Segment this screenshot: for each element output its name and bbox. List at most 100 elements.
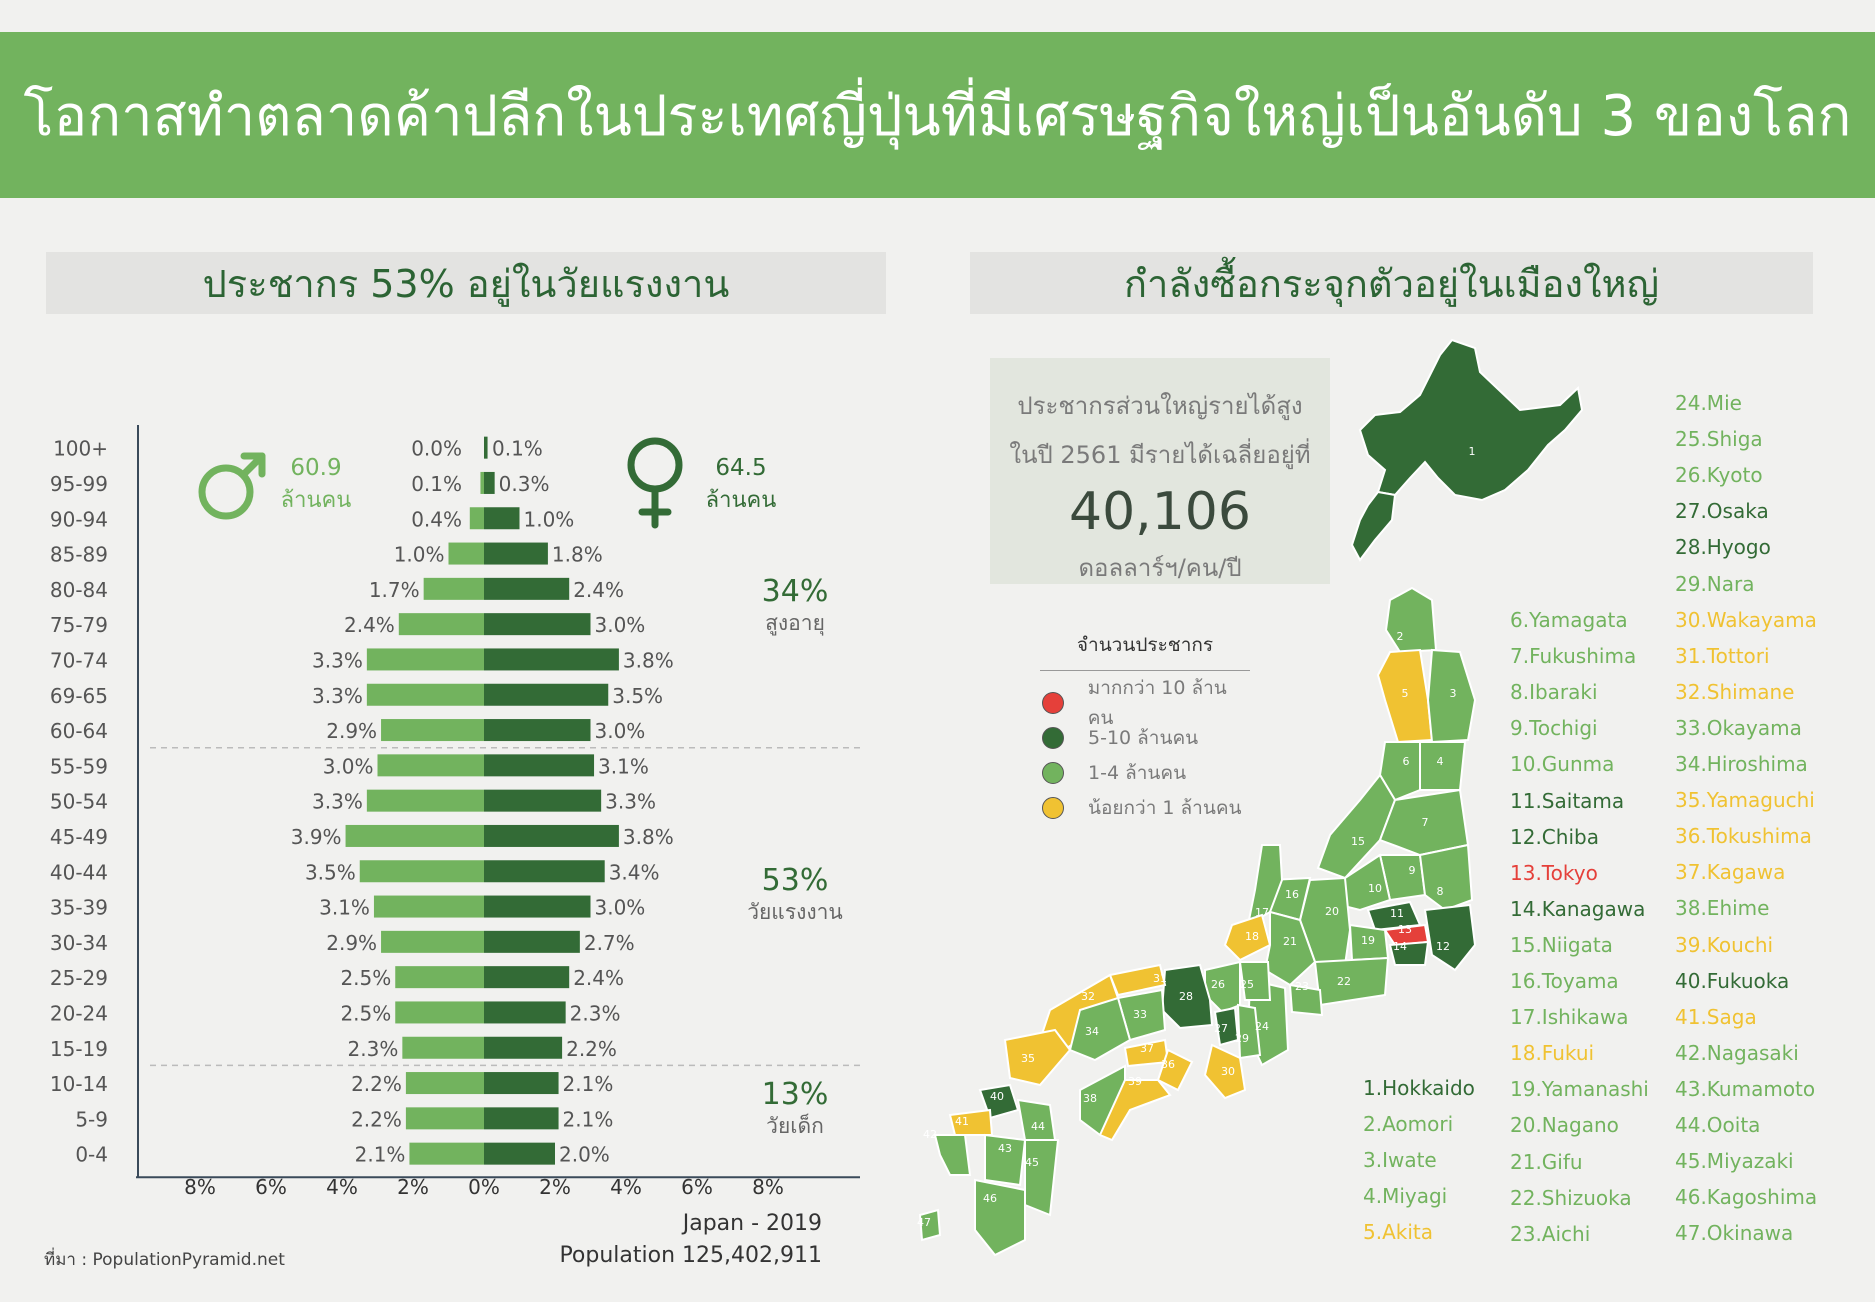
map-prefecture-number: 39 (1128, 1075, 1142, 1088)
male-value-label: 2.9% (326, 931, 377, 955)
map-hiroshima (1068, 996, 1132, 1062)
age-label: 60-64 (50, 719, 108, 743)
prefecture-label: 37.Kagawa (1675, 860, 1786, 885)
male-bar (405, 1072, 484, 1095)
age-label: 95-99 (50, 472, 108, 496)
prefecture-label: 8.Ibaraki (1510, 680, 1598, 705)
map-prefecture-number: 25 (1240, 978, 1254, 991)
age-label: 75-79 (50, 613, 108, 637)
map-prefecture-number: 14 (1393, 940, 1407, 953)
male-value: 60.9 (290, 455, 341, 481)
map-prefecture-number: 45 (1025, 1156, 1039, 1169)
map-shiga (1238, 961, 1272, 1001)
map-prefecture-number: 6 (1403, 755, 1410, 768)
prefecture-label: 20.Nagano (1510, 1113, 1619, 1138)
male-bar (373, 895, 484, 918)
age-label: 20-24 (50, 1001, 108, 1025)
male-bar (423, 577, 484, 600)
prefecture-label: 27.Osaka (1675, 499, 1769, 524)
age-label: 0-4 (75, 1143, 108, 1167)
map-prefecture-number: 3 (1450, 687, 1457, 700)
prefecture-label: 16.Toyama (1510, 969, 1619, 993)
female-bar (484, 648, 619, 671)
male-bar (395, 966, 484, 989)
male-value-label: 2.4% (344, 613, 395, 637)
male-value-label: 3.3% (312, 684, 363, 708)
female-bar (484, 577, 570, 600)
prefecture-label: 10.Gunma (1510, 752, 1615, 777)
male-value-label: 2.2% (351, 1107, 402, 1131)
male-bar (409, 1142, 484, 1165)
male-value-label: 0.0% (411, 437, 462, 461)
prefecture-label: 30.Wakayama (1675, 607, 1817, 632)
female-value-label: 2.4% (573, 578, 624, 602)
map-hokkaido (1358, 338, 1584, 502)
female-bar (484, 860, 605, 883)
page-title: โอกาสทำตลาดค้าปลีกในประเทศญี่ปุ่นที่มีเศ… (23, 83, 1852, 149)
male-bar (402, 1036, 484, 1059)
income-line2: ในปี 2561 มีรายได้เฉลี่ยอยู่ที่ (1009, 441, 1311, 469)
map-prefecture-number: 9 (1409, 864, 1416, 877)
female-value-label: 2.0% (559, 1143, 610, 1167)
map-prefecture-number: 33 (1133, 1008, 1147, 1021)
male-value-label: 2.5% (340, 1001, 391, 1025)
age-label: 35-39 (50, 896, 108, 920)
map-prefecture-number: 43 (998, 1142, 1012, 1155)
legend-label: 1-4 ล้านคน (1088, 761, 1187, 784)
right-section-header: กำลังซื้อกระจุกตัวอยู่ในเมืองใหญ่ (970, 252, 1813, 314)
map-prefecture-number: 15 (1351, 835, 1365, 848)
female-value-label: 3.8% (623, 825, 674, 849)
male-bar (381, 930, 484, 953)
prefecture-label: 17.Ishikawa (1510, 1005, 1629, 1030)
female-bar (484, 1001, 566, 1024)
map-prefecture-number: 42 (923, 1128, 937, 1141)
map-prefecture-number: 34 (1085, 1025, 1099, 1038)
age-label: 55-59 (50, 754, 108, 778)
female-bar (484, 1036, 563, 1059)
prefecture-label: 38.Ehime (1675, 896, 1770, 921)
male-bar (398, 613, 484, 636)
male-value-label: 0.4% (411, 507, 462, 531)
female-bar (484, 1072, 559, 1095)
income-unit: ดอลลาร์ฯ/คน/ปี (1078, 554, 1242, 582)
male-bar (366, 683, 484, 706)
prefecture-label: 47.Okinawa (1675, 1221, 1794, 1246)
map-prefecture-number: 41 (955, 1115, 969, 1128)
female-bar (484, 895, 591, 918)
group-working-percent: 53% (762, 863, 829, 898)
prefecture-label: 21.Gifu (1510, 1149, 1583, 1174)
group-elderly-percent: 34% (762, 574, 829, 609)
female-bar (484, 542, 548, 565)
female-bar (484, 719, 591, 742)
male-value-label: 2.2% (351, 1072, 402, 1096)
map-prefecture-number: 5 (1402, 687, 1409, 700)
map-prefecture-number: 12 (1436, 940, 1450, 953)
map-prefecture-number: 13 (1398, 923, 1412, 936)
legend-item: 1-4 ล้านคน (1040, 755, 1250, 790)
map-prefecture-number: 28 (1179, 990, 1193, 1003)
prefecture-label: 31.Tottori (1675, 643, 1770, 668)
x-tick-label: 2% (539, 1175, 571, 1199)
legend-item: มากกว่า 10 ล้านคน (1040, 677, 1250, 729)
map-prefecture-number: 19 (1361, 934, 1375, 947)
female-value-label: 3.5% (612, 684, 663, 708)
map-prefecture-number: 32 (1081, 990, 1095, 1003)
map-prefecture-number: 40 (990, 1090, 1004, 1103)
female-symbol-icon (627, 437, 683, 529)
male-bar (366, 648, 484, 671)
male-value-label: 3.9% (291, 825, 342, 849)
map-prefecture-number: 4 (1437, 755, 1444, 768)
left-section-header: ประชากร 53% อยู่ในวัยแรงงาน (46, 252, 886, 314)
map-prefecture-number: 21 (1283, 935, 1297, 948)
legend-dot-dark (1042, 726, 1064, 749)
map-osaka (1213, 1006, 1240, 1047)
income-line1: ประชากรส่วนใหญ่รายได้สูง (1017, 392, 1303, 420)
male-value-label: 1.7% (369, 578, 420, 602)
prefecture-label: 42.Nagasaki (1675, 1040, 1799, 1065)
male-value-label: 3.0% (323, 754, 374, 778)
female-bar (484, 1107, 559, 1130)
map-kanagawa (1388, 940, 1430, 966)
group-working-label: วัยแรงงาน (747, 900, 843, 924)
map-prefecture-number: 7 (1422, 816, 1429, 829)
